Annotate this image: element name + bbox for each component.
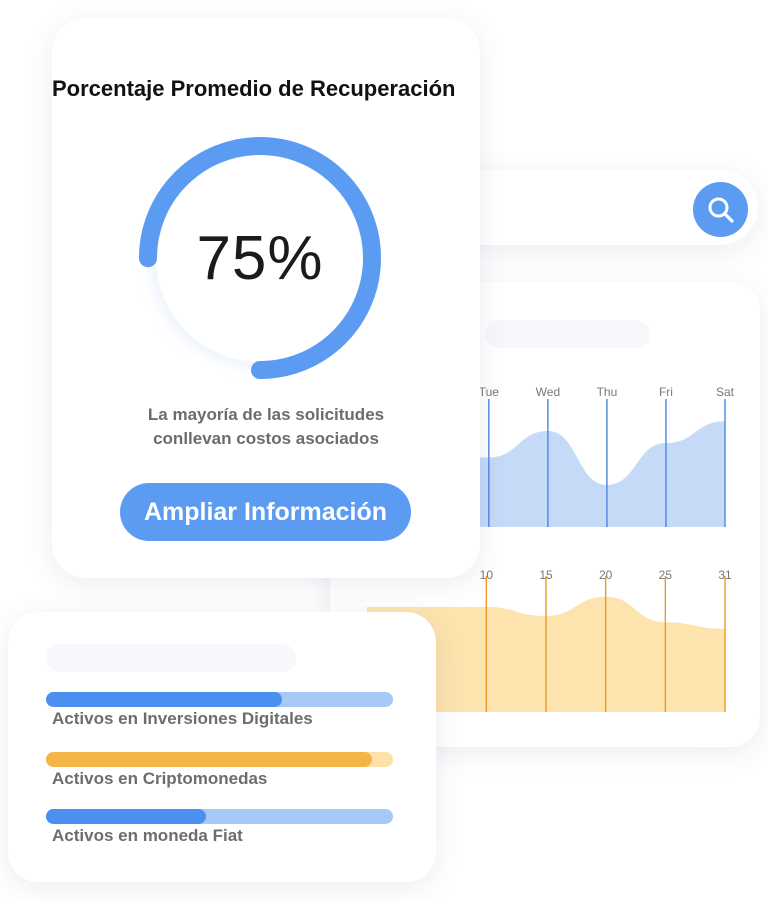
description-line-2: conllevan costos asociados <box>153 429 379 448</box>
asset-progress-fill <box>46 692 282 707</box>
asset-progress-bar <box>46 692 393 707</box>
x-tick-label: 15 <box>539 568 553 582</box>
weekly-area-chart: Tue Wed Thu Fri Sat <box>479 385 735 527</box>
more-info-button[interactable]: Ampliar Información <box>120 483 411 541</box>
x-tick-label: 20 <box>599 568 613 582</box>
chart-title-placeholder <box>485 320 650 348</box>
x-tick-label: Tue <box>479 385 500 399</box>
x-tick-label: 10 <box>480 568 494 582</box>
recovery-progress-ring <box>139 137 381 379</box>
description-line-1: La mayoría de las solicitudes <box>147 405 385 424</box>
page-title: Porcentaje Promedio de Recuperación <box>52 76 456 101</box>
asset-label: Activos en moneda Fiat <box>52 826 243 845</box>
asset-label: Activos en Inversiones Digitales <box>52 709 313 728</box>
x-tick-label: Fri <box>659 385 673 399</box>
recovery-percent-value: 75% <box>196 223 324 293</box>
assets-card: Activos en Inversiones Digitales Activos … <box>8 612 436 882</box>
asset-progress-fill <box>46 809 206 824</box>
area-series-back <box>480 421 725 527</box>
recovery-card: Porcentaje Promedio de Recuperación 75% … <box>52 18 480 578</box>
recovery-progress-arc <box>139 137 381 379</box>
x-tick-label: 25 <box>659 568 673 582</box>
x-tick-label: Wed <box>536 385 560 399</box>
x-tick-label: Sat <box>716 385 735 399</box>
asset-progress-bar <box>46 752 393 767</box>
assets-title-placeholder <box>46 644 296 672</box>
asset-progress-fill <box>46 752 373 767</box>
x-tick-label: Thu <box>597 385 618 399</box>
search-button[interactable] <box>693 182 748 237</box>
monthly-area-chart: 10 15 20 25 31 <box>367 568 732 712</box>
x-tick-label: 31 <box>718 568 732 582</box>
recovery-description: La mayoría de las solicitudes conllevan … <box>92 403 440 451</box>
asset-label: Activos en Criptomonedas <box>52 769 268 788</box>
search-icon <box>708 197 734 223</box>
asset-progress-bar <box>46 809 393 824</box>
